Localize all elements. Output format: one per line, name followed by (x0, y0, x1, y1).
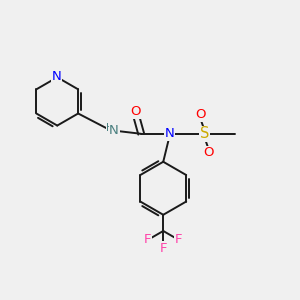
Text: F: F (175, 232, 182, 246)
Text: N: N (164, 127, 174, 140)
Text: O: O (204, 146, 214, 159)
Text: O: O (195, 108, 205, 121)
Text: F: F (144, 232, 152, 246)
Text: N: N (52, 70, 61, 83)
Text: S: S (200, 126, 209, 141)
Text: O: O (130, 105, 141, 118)
Text: N: N (109, 124, 119, 137)
Text: F: F (160, 242, 167, 255)
Text: H: H (106, 123, 114, 133)
